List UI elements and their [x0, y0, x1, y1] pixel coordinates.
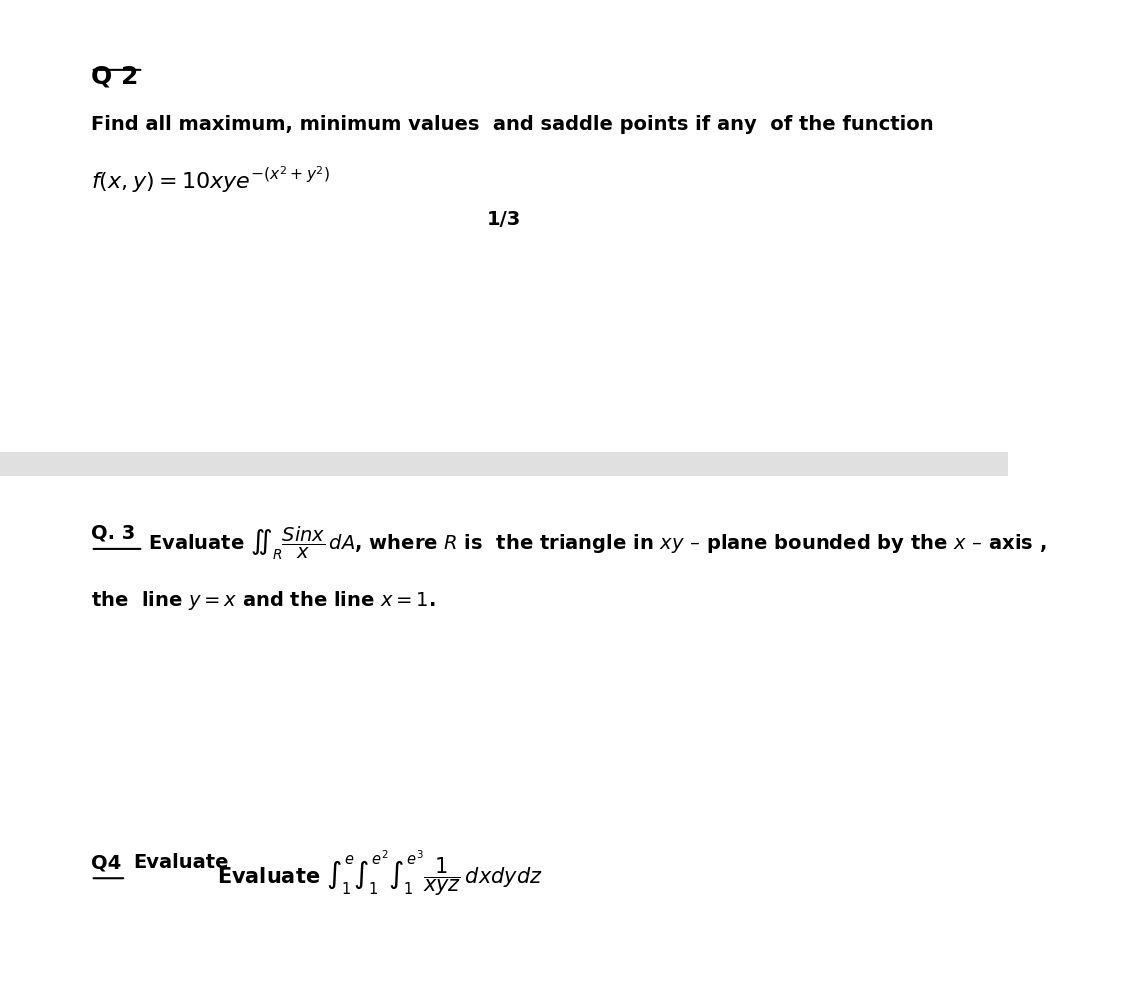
Text: Q 2: Q 2: [91, 65, 138, 89]
Text: Find all maximum, minimum values  and saddle points if any  of the function: Find all maximum, minimum values and sad…: [91, 115, 933, 134]
Text: $f(x, y) = 10xye^{-(x^2+y^2)}$: $f(x, y) = 10xye^{-(x^2+y^2)}$: [91, 165, 329, 196]
FancyBboxPatch shape: [0, 452, 1008, 476]
Text: Evaluate $\int_1^e \int_1^{e^2} \int_1^{e^3} \dfrac{1}{xyz}\, dxdydz$: Evaluate $\int_1^e \int_1^{e^2} \int_1^{…: [217, 850, 543, 899]
Text: Q4: Q4: [91, 853, 121, 872]
Text: Evaluate $\iint_R \dfrac{Sin x}{x}\, dA$, where $R$ is  the triangle in $xy$ – p: Evaluate $\iint_R \dfrac{Sin x}{x}\, dA$…: [148, 524, 1047, 562]
Text: 1/3: 1/3: [487, 210, 521, 229]
Text: Evaluate: Evaluate: [133, 853, 228, 872]
Text: Q. 3: Q. 3: [91, 524, 135, 543]
Text: the  line $y = x$ and the line $x = 1$.: the line $y = x$ and the line $x = 1$.: [91, 589, 435, 612]
